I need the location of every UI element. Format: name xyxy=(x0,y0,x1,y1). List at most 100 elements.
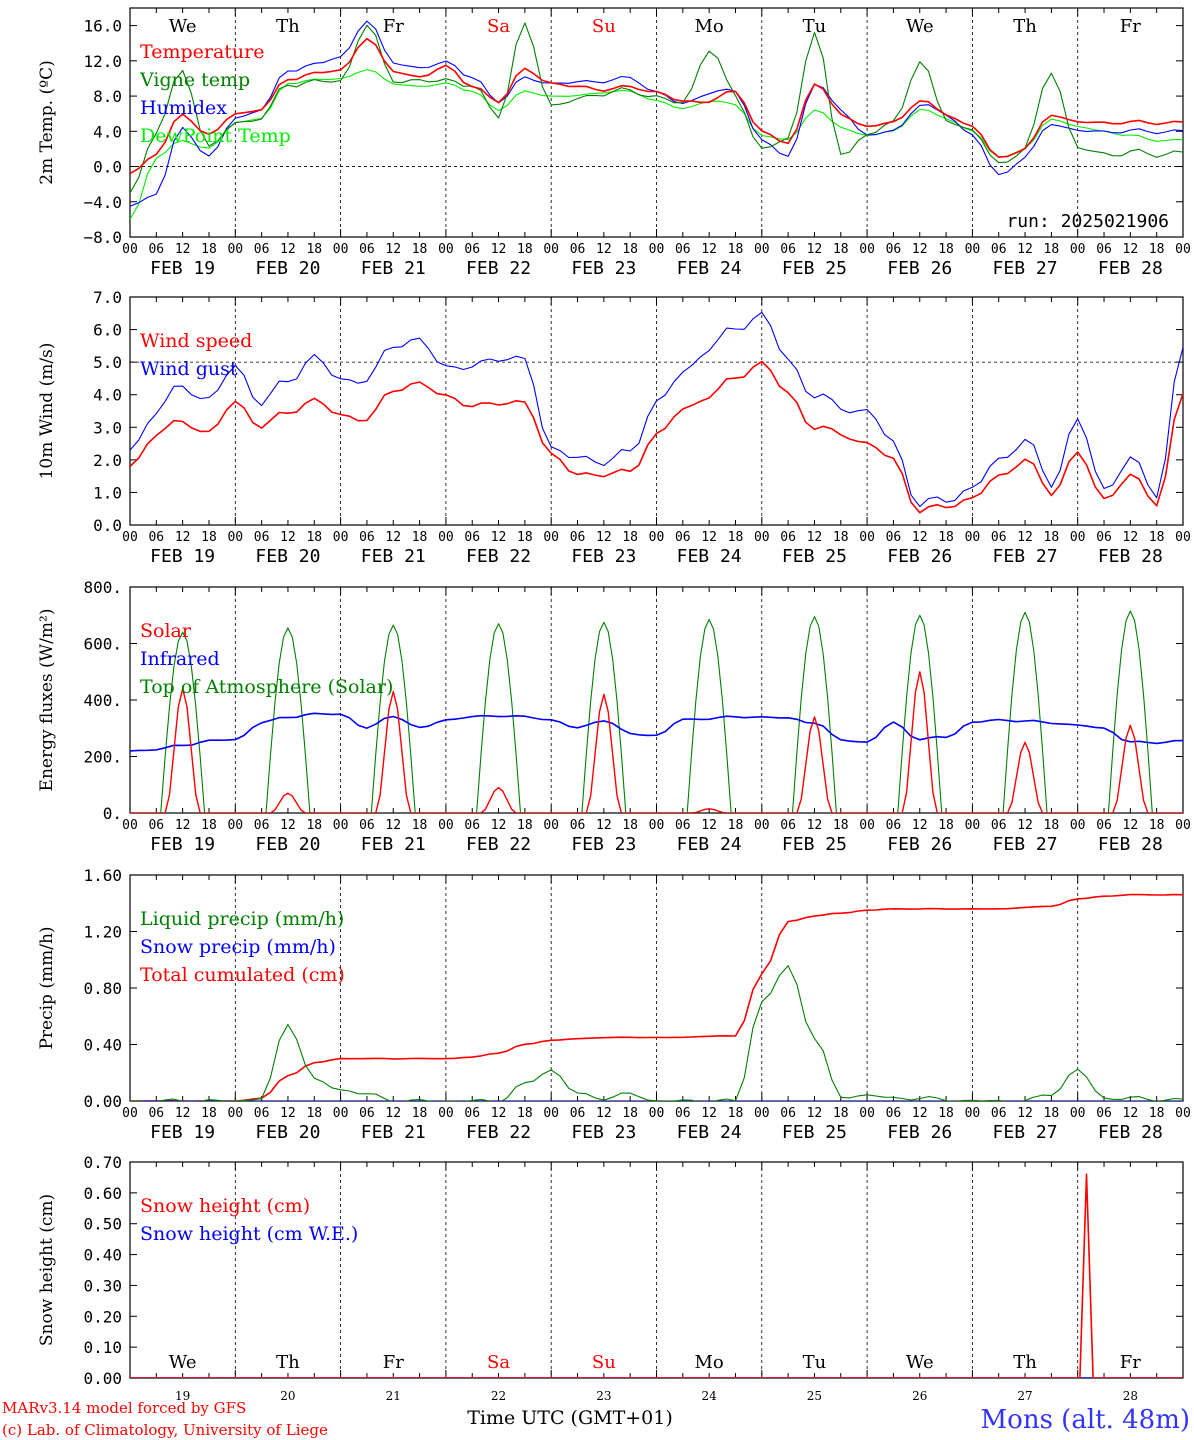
hour-tick-label: 18 xyxy=(201,530,217,545)
hour-tick-label: 06 xyxy=(359,530,375,545)
series-line-liquid-precip-mm-h xyxy=(130,965,1183,1101)
hour-tick-label: 00 xyxy=(438,530,454,545)
hour-tick-label: 12 xyxy=(1017,530,1033,545)
legend-entry: Wind speed xyxy=(140,330,252,352)
hour-tick-label: 12 xyxy=(491,530,507,545)
y-tick-label: 4.0 xyxy=(93,386,122,405)
weekday-label: We xyxy=(906,16,934,37)
day-number-label: 20 xyxy=(280,1389,295,1403)
y-tick-label: 1.20 xyxy=(83,923,122,942)
hour-tick-label: 00 xyxy=(649,530,665,545)
hour-tick-label: 18 xyxy=(1044,530,1060,545)
hour-tick-label: 00 xyxy=(227,242,243,257)
hour-tick-label: 00 xyxy=(1070,1106,1086,1121)
date-label: FEB 27 xyxy=(993,1122,1058,1143)
legend-entry: Top of Atmosphere (Solar) xyxy=(140,676,393,698)
hour-tick-label: 12 xyxy=(280,242,296,257)
hour-tick-label: 18 xyxy=(412,242,428,257)
hour-tick-label: 12 xyxy=(280,1106,296,1121)
date-label: FEB 19 xyxy=(150,834,215,855)
panel-4: 1.60 1.20 0.80 0.40 0.00 Precip (mm/h) 00 06 12 1… xyxy=(37,866,1191,1143)
hour-tick-label: 12 xyxy=(912,530,928,545)
hour-tick-label: 06 xyxy=(359,818,375,833)
y-tick-label: −4.0 xyxy=(83,193,122,212)
hour-tick-label: 12 xyxy=(385,818,401,833)
plot-area xyxy=(130,1173,1183,1378)
hour-tick-label: 06 xyxy=(148,242,164,257)
hour-tick-label: 00 xyxy=(122,1106,138,1121)
date-label: FEB 21 xyxy=(361,546,426,567)
series-line-wind-speed xyxy=(130,360,1183,514)
y-tick-label: 16.0 xyxy=(83,17,122,36)
day-number-label: 27 xyxy=(1017,1389,1032,1403)
weekday-label: We xyxy=(169,1352,197,1373)
hour-tick-label: 18 xyxy=(833,530,849,545)
hour-tick-label: 06 xyxy=(254,1106,270,1121)
date-label: FEB 21 xyxy=(361,1122,426,1143)
hour-tick-label: 06 xyxy=(570,1106,586,1121)
weekday-label: Mo xyxy=(695,16,724,37)
hour-tick-label: 18 xyxy=(728,818,744,833)
hour-tick-label: 00 xyxy=(227,530,243,545)
date-label: FEB 26 xyxy=(887,546,952,567)
date-label: FEB 19 xyxy=(150,1122,215,1143)
date-label: FEB 25 xyxy=(782,546,847,567)
hour-tick-label: 18 xyxy=(306,818,322,833)
weekday-label: We xyxy=(169,16,197,37)
hour-tick-label: 00 xyxy=(543,242,559,257)
date-label: FEB 22 xyxy=(466,834,531,855)
hour-tick-label: 06 xyxy=(1096,1106,1112,1121)
hour-tick-label: 06 xyxy=(464,1106,480,1121)
hour-tick-label: 18 xyxy=(938,242,954,257)
date-label: FEB 27 xyxy=(993,834,1058,855)
legend-entry: Humidex xyxy=(140,97,227,119)
date-label: FEB 27 xyxy=(993,546,1058,567)
y-tick-label: 0. xyxy=(103,804,122,823)
hour-tick-label: 18 xyxy=(622,530,638,545)
hour-tick-label: 12 xyxy=(807,242,823,257)
weekday-label: Su xyxy=(592,16,616,37)
hour-tick-label: 18 xyxy=(412,530,428,545)
y-tick-label: 0.40 xyxy=(83,1036,122,1055)
weekday-label: Sa xyxy=(487,16,510,37)
hour-tick-label: 18 xyxy=(622,818,638,833)
legend-entry: Infrared xyxy=(140,648,220,670)
day-number-label: 25 xyxy=(807,1389,822,1403)
run-label: run: 2025021906 xyxy=(1006,211,1169,232)
hour-tick-label: 06 xyxy=(675,1106,691,1121)
y-tick-label: 0.0 xyxy=(93,516,122,535)
legend-entry: DewPoint Temp xyxy=(140,125,291,147)
hour-tick-label: 00 xyxy=(859,1106,875,1121)
hour-tick-label: 06 xyxy=(464,530,480,545)
hour-tick-label: 00 xyxy=(122,242,138,257)
hour-tick-label: 12 xyxy=(807,530,823,545)
hour-tick-label: 12 xyxy=(596,818,612,833)
y-tick-label: 0.00 xyxy=(83,1369,122,1388)
hour-tick-label: 00 xyxy=(649,1106,665,1121)
hour-tick-label: 18 xyxy=(728,242,744,257)
y-tick-label: 1.60 xyxy=(83,866,122,885)
hour-tick-label: 00 xyxy=(438,242,454,257)
weekday-label: Tu xyxy=(803,16,827,37)
hour-tick-label: 06 xyxy=(359,242,375,257)
hour-tick-label: 12 xyxy=(701,242,717,257)
legend-entry: Wind gust xyxy=(140,358,238,380)
hour-tick-label: 18 xyxy=(1149,818,1165,833)
weekday-label: Mo xyxy=(695,1352,724,1373)
hour-tick-label: 06 xyxy=(991,242,1007,257)
y-tick-label: 5.0 xyxy=(93,353,122,372)
y-tick-label: 3.0 xyxy=(93,418,122,437)
hour-tick-label: 06 xyxy=(780,818,796,833)
hour-tick-label: 00 xyxy=(1175,242,1191,257)
legend-entry: Snow precip (mm/h) xyxy=(140,936,336,958)
hour-tick-label: 06 xyxy=(148,530,164,545)
hour-tick-label: 12 xyxy=(701,1106,717,1121)
hour-tick-label: 00 xyxy=(333,530,349,545)
date-label: FEB 22 xyxy=(466,1122,531,1143)
hour-tick-label: 18 xyxy=(1149,242,1165,257)
y-tick-label: 600. xyxy=(83,635,122,654)
hour-tick-label: 12 xyxy=(701,530,717,545)
hour-tick-label: 12 xyxy=(175,1106,191,1121)
day-number-label: 19 xyxy=(175,1389,190,1403)
series-line-toa-solar xyxy=(130,610,1183,813)
